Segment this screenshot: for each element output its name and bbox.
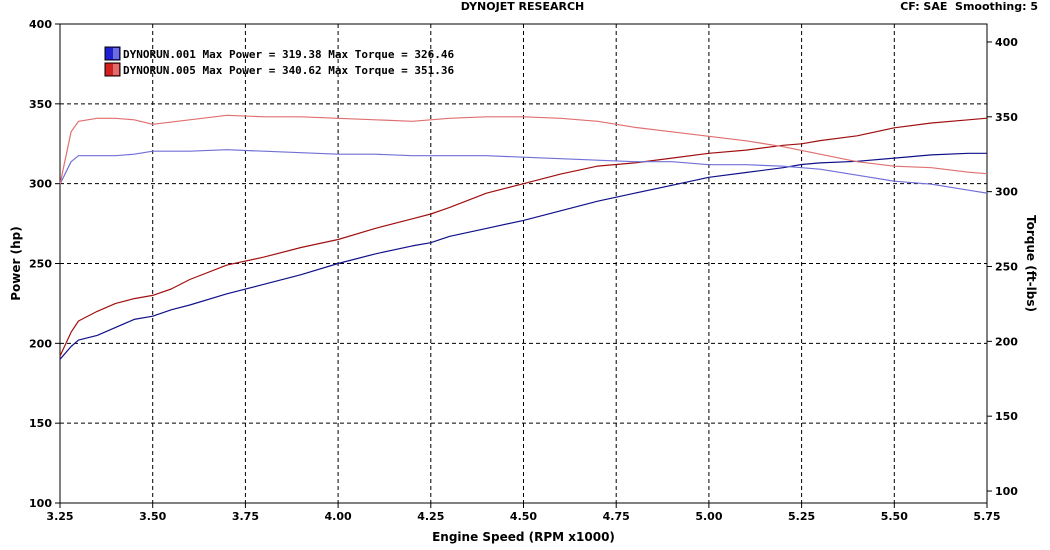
- x-tick-label: 5.25: [788, 510, 815, 523]
- series-line-dynorun-001-torque: [59, 149, 988, 194]
- y-tick-label: 300: [29, 178, 52, 191]
- y2-tick-label: 350: [995, 111, 1018, 124]
- y2-tick-label: 250: [995, 260, 1018, 273]
- x-tick-label: 5.00: [695, 510, 722, 523]
- series-line-dynorun-005-torque: [59, 114, 988, 185]
- legend-swatch: [104, 62, 121, 77]
- legend-swatch-highlight: [113, 48, 119, 59]
- y2-tick-label: 300: [995, 186, 1018, 199]
- y2-tick-label: 200: [995, 335, 1018, 348]
- x-tick-label: 4.00: [325, 510, 352, 523]
- series-line-dynorun-001-power: [59, 152, 987, 360]
- y2-tick-label: 150: [995, 410, 1018, 423]
- x-tick-label: 4.75: [603, 510, 630, 523]
- legend-entry: DYNORUN.005 Max Power = 340.62 Max Torqu…: [123, 64, 455, 77]
- y-tick-label: 250: [29, 258, 52, 271]
- chart-title: DYNOJET RESEARCH: [460, 0, 585, 13]
- y-tick-label: 200: [29, 337, 52, 350]
- y2-tick-label: 400: [995, 36, 1018, 49]
- x-axis-label: Engine Speed (RPM x1000): [432, 530, 615, 544]
- x-tick-label: 3.25: [46, 510, 73, 523]
- y-tick-label: 100: [29, 497, 52, 510]
- y-tick-label: 350: [29, 98, 52, 111]
- legend-swatch: [104, 46, 121, 61]
- y-tick-label: 400: [29, 18, 52, 31]
- y-tick-label: 150: [29, 417, 52, 430]
- x-tick-label: 3.75: [232, 510, 259, 523]
- x-tick-label: 4.25: [417, 510, 444, 523]
- series-line-dynorun-005-power: [59, 117, 988, 357]
- settings-label: CF: SAE Smoothing: 5: [900, 0, 1038, 13]
- x-tick-label: 5.50: [881, 510, 908, 523]
- y2-axis-label: Torque (ft-lbs): [1024, 215, 1038, 312]
- y-axis-label: Power (hp): [9, 226, 23, 300]
- legend-swatch-highlight: [113, 64, 119, 75]
- x-tick-label: 4.50: [510, 510, 537, 523]
- x-tick-label: 3.50: [139, 510, 166, 523]
- legend-entry: DYNORUN.001 Max Power = 319.38 Max Torqu…: [123, 48, 455, 61]
- x-tick-label: 5.75: [973, 510, 1000, 523]
- y2-tick-label: 100: [995, 485, 1018, 498]
